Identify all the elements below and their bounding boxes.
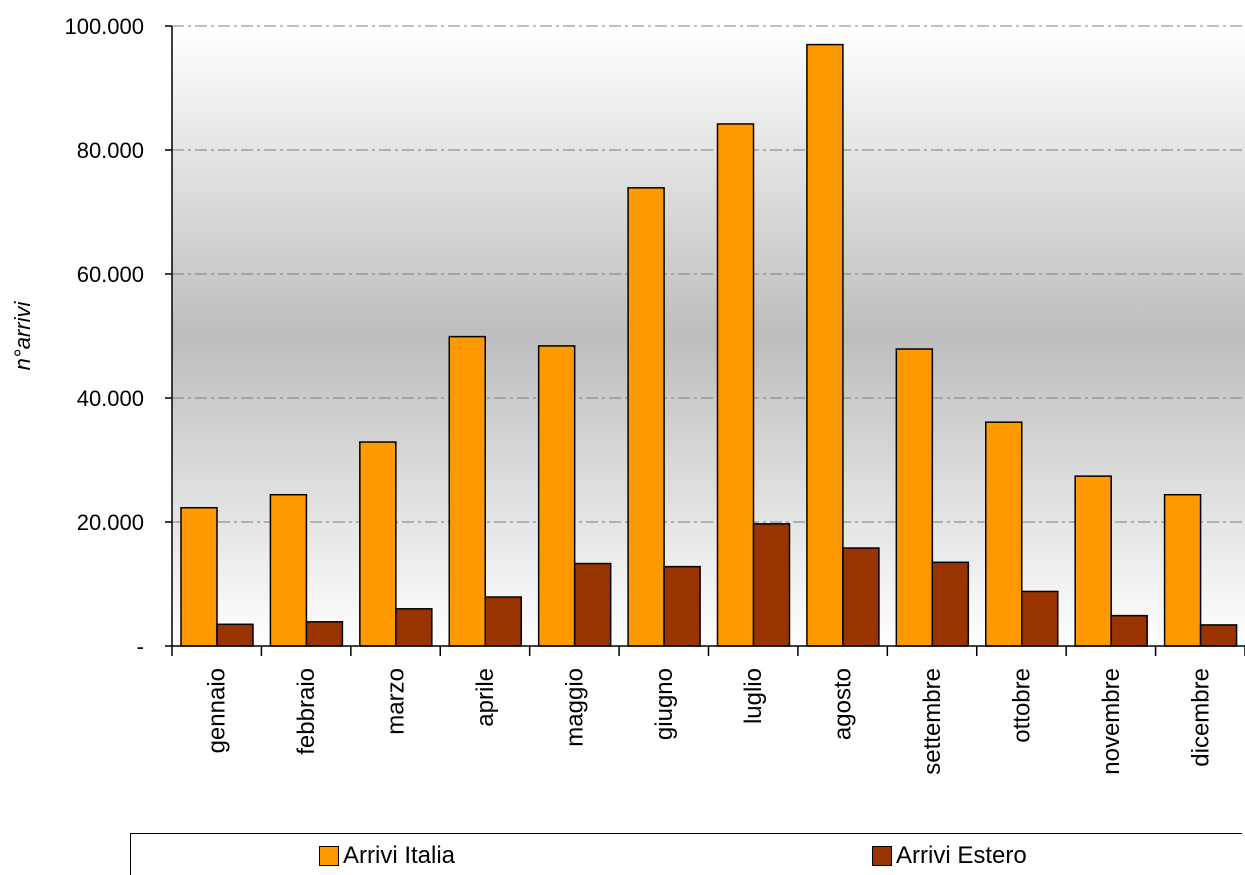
bar-italia-aprile [448,335,486,647]
legend-swatch-italia [319,846,339,866]
x-tick-label-dicembre: dicembre [1187,668,1214,767]
y-tick-label: - [137,634,144,659]
bar-italia-marzo [359,441,397,647]
x-tick-label-novembre: novembre [1098,668,1125,775]
x-tick-label-luglio: luglio [740,668,767,724]
bar-italia-dicembre [1163,493,1202,647]
y-tick-label: 20.000 [77,510,144,535]
bar-estero-novembre [1110,614,1148,647]
x-tick-label-gennaio: gennaio [204,668,231,753]
x-tick-label-agosto: agosto [830,668,857,740]
bar-estero-luglio [752,523,791,647]
x-tick-label-maggio: maggio [561,668,588,747]
x-tick-label-settembre: settembre [919,668,946,775]
bar-italia-febbraio [269,493,308,647]
legend-swatch-estero [872,846,892,866]
y-tick-label: 100.000 [64,14,144,39]
bar-italia-luglio [716,123,755,647]
bar-italia-agosto [806,43,844,647]
bar-estero-giugno [663,565,701,647]
chart: - 20.000 40.000 60.000 80.000 100.000 gennaio… [10,14,1245,775]
legend-item-estero: Arrivi Estero [872,842,1027,870]
x-tick-label-febbraio: febbraio [293,668,320,755]
bar-estero-gennaio [216,623,254,647]
bar-italia-ottobre [985,421,1023,647]
y-tick-label: 60.000 [77,262,144,287]
bar-estero-aprile [484,596,522,647]
bar-estero-ottobre [1021,590,1059,647]
y-axis-title: n°arrivi [10,301,35,371]
bar-italia-maggio [537,345,576,647]
bar-italia-gennaio [180,506,218,647]
bar-estero-settembre [931,561,970,647]
gridlines [172,25,1245,523]
legend-label-italia: Arrivi Italia [343,842,456,869]
plot-area [172,26,1245,646]
bar-italia-settembre [895,348,934,647]
legend-label-estero: Arrivi Estero [896,842,1027,869]
bar-estero-agosto [842,547,880,647]
bar-italia-giugno [627,187,665,647]
x-tick-label-marzo: marzo [383,668,410,735]
bar-estero-febbraio [305,621,344,647]
bar-estero-marzo [395,608,433,647]
bar-estero-dicembre [1199,624,1238,647]
bar-estero-maggio [573,562,612,647]
y-tick-label: 80.000 [77,138,144,163]
legend: Arrivi Italia Arrivi Estero [130,833,1242,875]
y-tick-label: 40.000 [77,386,144,411]
bars [180,43,1238,647]
x-labels: gennaio febbraio marzo aprile maggio giugno lu… [171,646,1245,775]
x-tick-label-ottobre: ottobre [1008,668,1035,743]
y-ticks: - 20.000 40.000 60.000 80.000 100.000 [64,14,172,659]
x-tick-label-aprile: aprile [472,668,499,727]
legend-item-italia: Arrivi Italia [319,842,455,870]
x-tick-label-giugno: giugno [651,668,678,740]
bar-italia-novembre [1074,475,1112,647]
